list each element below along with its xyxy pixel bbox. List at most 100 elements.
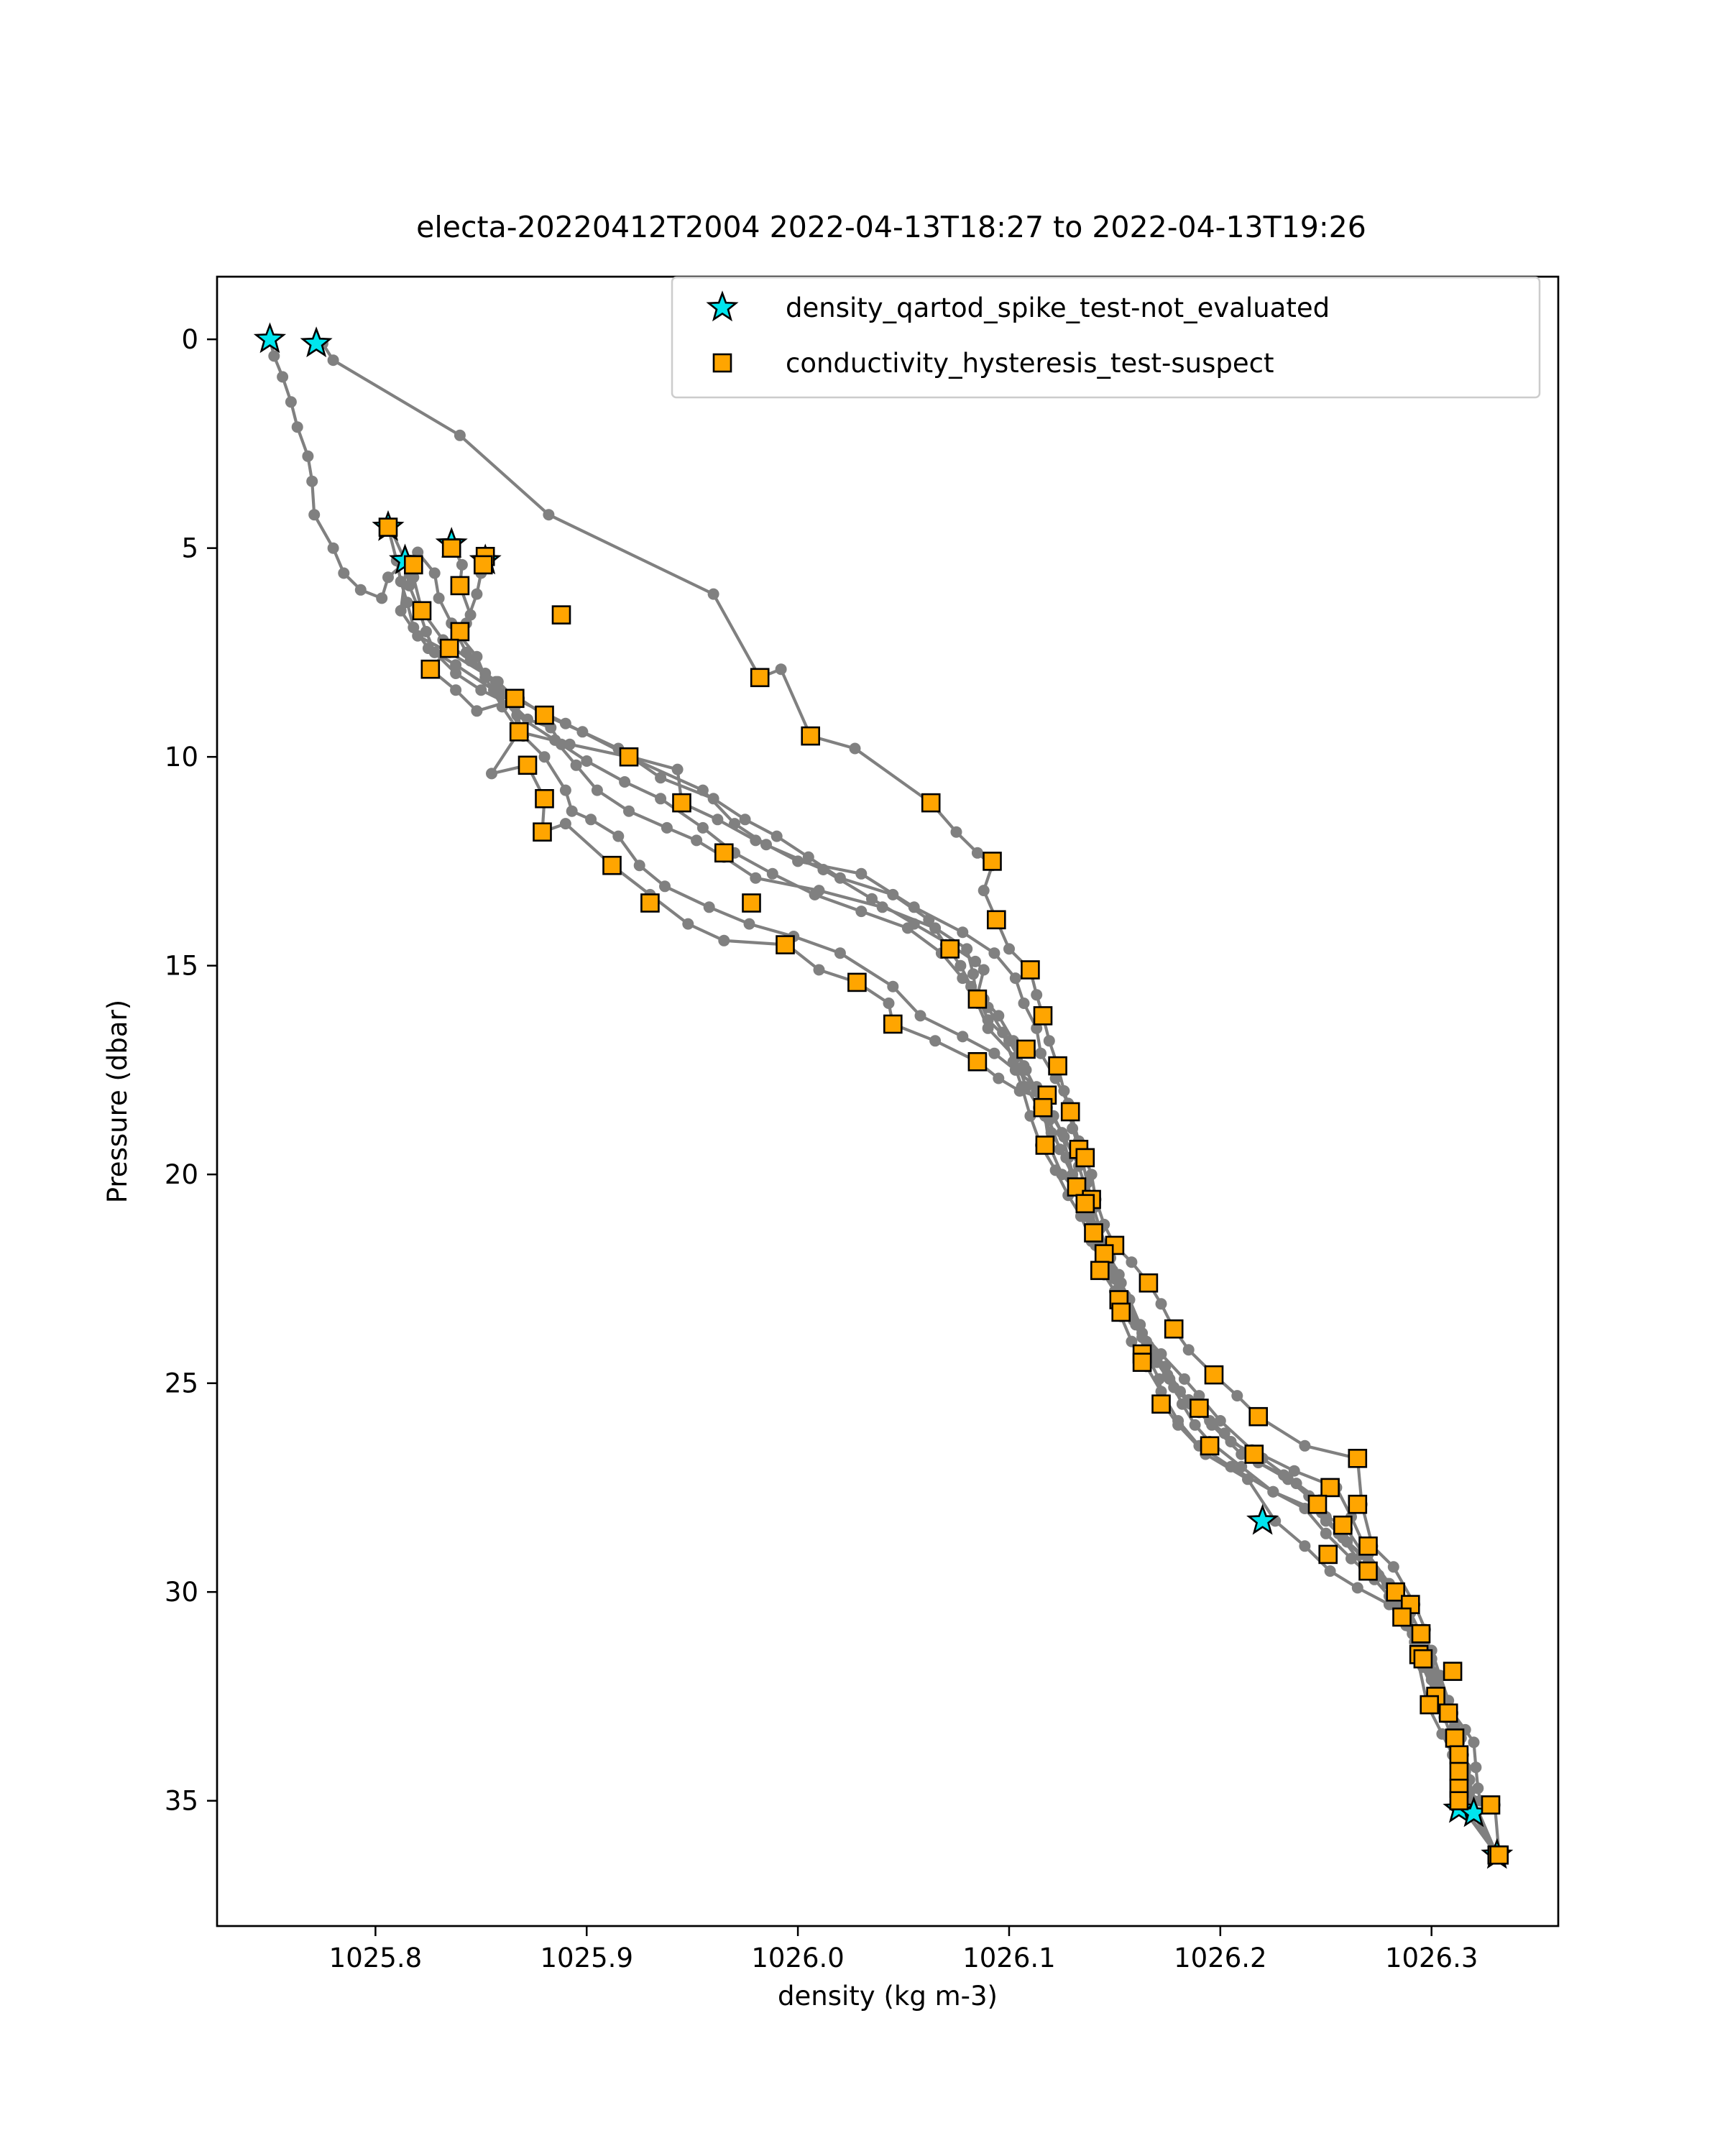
profile-point	[950, 826, 962, 838]
profile-point	[306, 475, 318, 487]
profile-point	[1193, 1390, 1205, 1402]
y-axis: 0 5 10 15 20 25 30 35	[165, 324, 217, 1817]
profile-point	[988, 1047, 1000, 1059]
profile-point	[855, 867, 868, 880]
profile-point	[970, 955, 981, 967]
profile-point	[809, 888, 821, 900]
legend-label-spike-test: density_qartod_spike_test-not_evaluated	[786, 292, 1330, 323]
profile-point	[308, 509, 321, 521]
profile-point	[1024, 1110, 1036, 1122]
x-axis-label: density (kg m-3)	[778, 1981, 998, 2012]
profile-point	[395, 604, 407, 617]
profile-point	[1007, 1035, 1019, 1047]
profile-point	[1218, 1427, 1230, 1439]
profile-point	[450, 668, 462, 679]
hysteresis-test-square-marker	[1075, 1194, 1095, 1214]
profile-point	[433, 592, 445, 604]
x-tick-label: 1026.0	[751, 1943, 844, 1973]
y-axis-label: Pressure (dbar)	[102, 1000, 133, 1203]
hysteresis-test-square-marker	[1190, 1399, 1209, 1418]
profile-point	[428, 567, 441, 579]
profile-point	[428, 646, 441, 658]
hysteresis-test-square-marker	[535, 789, 554, 808]
profile-point	[1049, 1164, 1062, 1176]
profile-point	[585, 814, 597, 826]
profile-point	[1018, 1060, 1030, 1072]
profile-point	[1128, 1314, 1140, 1327]
profile-point	[993, 1072, 1005, 1084]
hysteresis-test-square-marker	[1348, 1449, 1368, 1468]
hysteresis-test-square-marker	[1307, 1494, 1328, 1514]
profile-point	[876, 901, 888, 913]
profile-point	[420, 625, 432, 637]
hysteresis-test-square-marker	[640, 893, 660, 913]
profile-point	[1126, 1335, 1138, 1348]
hysteresis-test-square-marker	[801, 726, 820, 746]
profile-point	[1172, 1419, 1184, 1431]
profile-point	[623, 805, 635, 817]
hysteresis-test-square-marker	[505, 688, 525, 709]
profile-point	[792, 855, 804, 867]
profile-point	[543, 509, 555, 521]
hysteresis-test-square-marker	[1358, 1537, 1378, 1556]
profile-point	[1155, 1298, 1167, 1310]
profile-point	[923, 913, 935, 926]
profile-point	[770, 830, 783, 842]
profile-point	[619, 776, 631, 788]
profile-point	[1470, 1761, 1482, 1774]
profile-point	[967, 968, 979, 980]
hysteresis-test-square-marker	[1132, 1353, 1152, 1372]
profile-point	[1434, 1669, 1446, 1682]
x-tick-label: 1025.9	[540, 1943, 633, 1973]
profile-point	[1288, 1465, 1300, 1477]
profile-point	[1153, 1373, 1165, 1385]
profile-point	[1282, 1473, 1294, 1485]
profile-point	[1231, 1390, 1243, 1402]
hysteresis-test-square-marker	[1449, 1791, 1469, 1810]
hysteresis-test-square-marker	[1048, 1056, 1067, 1076]
profile-point	[1013, 1085, 1026, 1097]
plot-area	[253, 322, 1514, 1869]
profile-point	[376, 592, 388, 604]
profile-point	[957, 1031, 969, 1043]
hysteresis-test-square-marker	[1420, 1695, 1439, 1715]
profile-point	[454, 429, 466, 441]
profile-point	[914, 1010, 926, 1022]
profile-point	[849, 742, 861, 755]
profile-point	[354, 584, 367, 596]
hysteresis-test-square-marker	[1090, 1261, 1110, 1281]
profile-point	[707, 588, 719, 600]
legend-star-shape	[706, 290, 739, 322]
hysteresis-test-square-marker	[983, 852, 1002, 871]
profile-point	[883, 998, 895, 1009]
hysteresis-test-square-marker	[921, 793, 941, 813]
profile-point	[460, 646, 472, 658]
hysteresis-test-square-marker	[847, 972, 867, 992]
profile-point	[1299, 1540, 1311, 1552]
x-tick-label: 1026.1	[962, 1943, 1055, 1973]
profile-point	[1054, 1143, 1066, 1156]
profile-point	[887, 980, 899, 992]
hysteresis-test-square-marker	[1164, 1319, 1184, 1339]
profile-point	[961, 943, 973, 955]
profile-point	[739, 814, 751, 826]
chart-title: electa-20220412T2004 2022-04-13T18:27 to…	[416, 210, 1366, 244]
y-tick-label: 5	[181, 533, 198, 564]
profile-point	[813, 964, 825, 976]
y-tick-label: 25	[165, 1368, 198, 1399]
profile-point	[1043, 1114, 1055, 1126]
profile-point	[993, 1010, 1005, 1022]
profile-point	[760, 839, 772, 851]
hysteresis-test-square-marker	[1449, 1761, 1469, 1782]
profile-point	[682, 918, 694, 930]
hysteresis-test-square-marker	[439, 638, 459, 658]
hysteresis-test-square-marker	[1348, 1494, 1368, 1514]
profile-point	[982, 1022, 994, 1034]
legend: density_qartod_spike_test-not_evaluated …	[671, 276, 1541, 399]
spike-test-star-marker	[300, 326, 333, 358]
hysteresis-test-square-marker	[602, 855, 622, 875]
profile-point	[750, 872, 762, 884]
hysteresis-test-square-marker	[1021, 960, 1040, 980]
profile-point	[327, 542, 339, 554]
profile-point	[556, 738, 567, 750]
